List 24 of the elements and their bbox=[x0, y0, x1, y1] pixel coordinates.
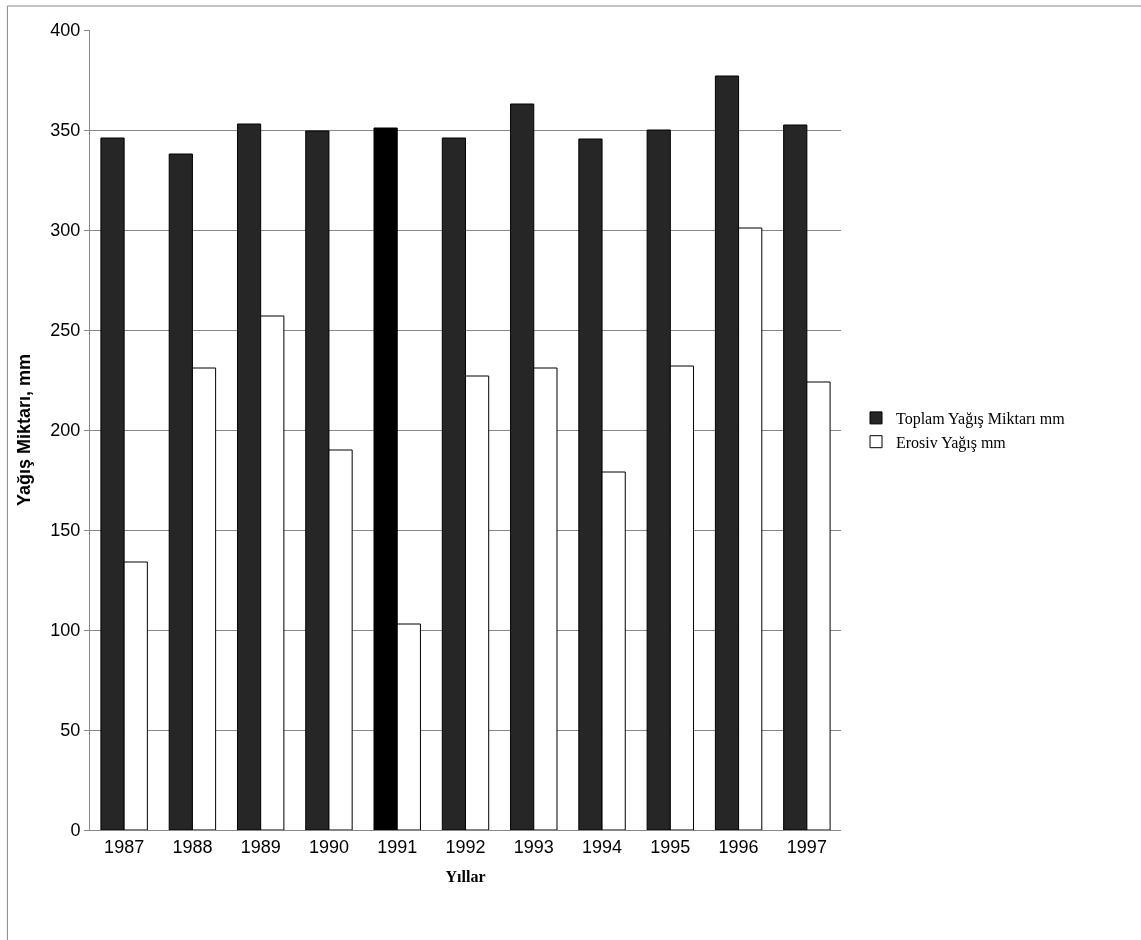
x-tick-label: 1989 bbox=[240, 836, 281, 857]
x-tick-label: 1994 bbox=[582, 836, 623, 857]
x-tick-label: 1987 bbox=[104, 836, 145, 857]
x-tick-label: 1997 bbox=[786, 836, 827, 857]
x-tick-label: 1996 bbox=[718, 836, 759, 857]
y-tick-label: 100 bbox=[50, 620, 81, 641]
y-tick-label: 250 bbox=[50, 320, 81, 341]
y-tick-label: 50 bbox=[60, 720, 81, 741]
y-tick-label: 300 bbox=[50, 220, 81, 241]
x-tick-label: 1992 bbox=[445, 836, 486, 857]
x-tick-label: 1995 bbox=[650, 836, 691, 857]
y-tick-label: 150 bbox=[50, 520, 81, 541]
y-tick-label: 350 bbox=[50, 120, 81, 141]
legend-label: Toplam Yağış Miktarı mm bbox=[896, 410, 1066, 429]
y-tick-label: 0 bbox=[70, 820, 81, 841]
y-tick-label: 200 bbox=[50, 420, 81, 441]
legend-label: Erosiv Yağış mm bbox=[896, 433, 1007, 452]
y-axis-title: Yağış Miktarı, mm bbox=[13, 353, 34, 507]
x-tick-label: 1990 bbox=[308, 836, 349, 857]
x-tick-label: 1991 bbox=[377, 836, 418, 857]
y-tick-label: 400 bbox=[50, 20, 81, 41]
x-tick-label: 1988 bbox=[172, 836, 213, 857]
x-axis-title: Yıllar bbox=[445, 868, 486, 886]
x-tick-label: 1993 bbox=[513, 836, 554, 857]
